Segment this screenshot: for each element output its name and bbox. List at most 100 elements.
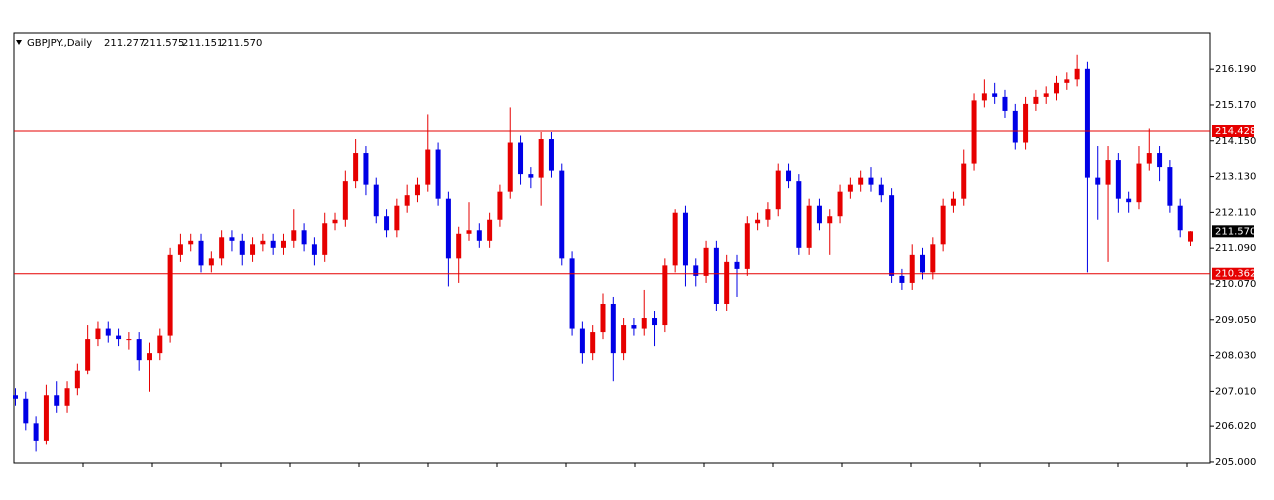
candle-body: [1105, 160, 1111, 185]
candle-body: [693, 265, 699, 276]
candle-body: [847, 184, 853, 192]
candle-body: [940, 205, 946, 245]
candle-body: [528, 174, 534, 178]
candle-body: [384, 216, 390, 231]
candle-body: [518, 142, 524, 175]
candle-body: [559, 170, 565, 259]
candle-body: [497, 191, 503, 220]
candle-body: [961, 163, 967, 199]
y-tick-label: 212.110: [1215, 207, 1256, 218]
candle-body: [322, 223, 328, 255]
candle-body: [786, 170, 792, 182]
candle-body: [734, 261, 740, 269]
candle-body: [136, 339, 142, 361]
candle-body: [1136, 163, 1142, 203]
candle-body: [311, 244, 317, 255]
candle-body: [806, 205, 812, 248]
candle-body: [157, 335, 163, 354]
candle-body: [713, 247, 719, 304]
candle-body: [476, 230, 482, 241]
candle-body: [1126, 198, 1132, 203]
candle-body: [703, 247, 709, 276]
candle-body: [507, 142, 513, 192]
candle-body: [621, 325, 627, 354]
candle-body: [579, 328, 585, 354]
candle-body: [1023, 103, 1029, 143]
candle-body: [909, 254, 915, 283]
candle-body: [1167, 167, 1173, 206]
candle-body: [291, 230, 297, 241]
candle-body: [1146, 153, 1152, 164]
candle-body: [13, 395, 18, 399]
candle-body: [662, 265, 668, 326]
candle-body: [1064, 79, 1070, 83]
candle-body: [858, 177, 864, 185]
candle-body: [332, 219, 338, 224]
header-close: 211.570: [221, 38, 262, 49]
candle-body: [43, 395, 49, 441]
candle-body: [342, 181, 348, 220]
candle-body: [105, 328, 111, 336]
price-line-tag: [1212, 267, 1254, 280]
candle-body: [1074, 68, 1080, 80]
candle-body: [569, 258, 575, 329]
y-tick-label: 205.000: [1215, 457, 1256, 468]
symbol-label: GBPJPY.,Daily: [27, 38, 92, 49]
candle-body: [744, 223, 750, 269]
y-tick-label: 207.010: [1215, 386, 1256, 397]
candle-body: [878, 184, 884, 196]
candle-body: [1002, 96, 1008, 111]
candle-body: [899, 275, 905, 283]
candle-body: [920, 254, 926, 273]
candle-body: [538, 139, 544, 178]
header-open: 211.277: [104, 38, 145, 49]
y-tick-label: 210.070: [1215, 279, 1256, 290]
candle-body: [775, 170, 781, 210]
y-tick-label: 216.190: [1215, 64, 1256, 75]
y-tick-label: 215.170: [1215, 100, 1256, 111]
candle-body: [404, 195, 410, 206]
candle-body: [641, 318, 647, 329]
candle-body: [188, 240, 194, 245]
candle-body: [435, 149, 441, 199]
candle-body: [631, 325, 637, 329]
candle-body: [827, 216, 833, 224]
candle-body: [950, 198, 956, 206]
candle-body: [126, 339, 132, 341]
candle-body: [1043, 93, 1049, 97]
candle-body: [672, 212, 678, 266]
candle-body: [353, 153, 359, 182]
candle-body: [652, 318, 658, 326]
price-line-label: 214.428: [1215, 126, 1256, 137]
y-tick-label: 211.090: [1215, 243, 1256, 254]
candle-body: [889, 195, 895, 276]
candle-body: [600, 303, 606, 333]
y-tick-label: 206.020: [1215, 421, 1256, 432]
candle-body: [260, 240, 266, 245]
candle-body: [981, 93, 987, 101]
candle-body: [219, 237, 225, 259]
candle-body: [146, 353, 152, 361]
candle-body: [167, 254, 173, 336]
candle-body: [1054, 82, 1060, 94]
candle-body: [373, 184, 379, 217]
candle-body: [1115, 160, 1121, 199]
current-price-tag: [1212, 225, 1254, 238]
candle-body: [755, 219, 761, 224]
candle-body: [239, 240, 245, 255]
candle-body: [301, 230, 307, 245]
candle-body: [1177, 205, 1183, 231]
y-tick-label: 208.030: [1215, 351, 1256, 362]
candle-body: [208, 258, 214, 266]
candle-body: [837, 191, 843, 217]
candle-body: [1033, 96, 1039, 104]
candle-body: [95, 328, 101, 340]
candle-body: [971, 100, 977, 164]
candle-body: [724, 261, 730, 304]
price-line-label: 210.362: [1215, 269, 1256, 280]
candle-body: [414, 184, 420, 196]
candle-body: [445, 198, 451, 259]
candle-body: [425, 149, 431, 185]
